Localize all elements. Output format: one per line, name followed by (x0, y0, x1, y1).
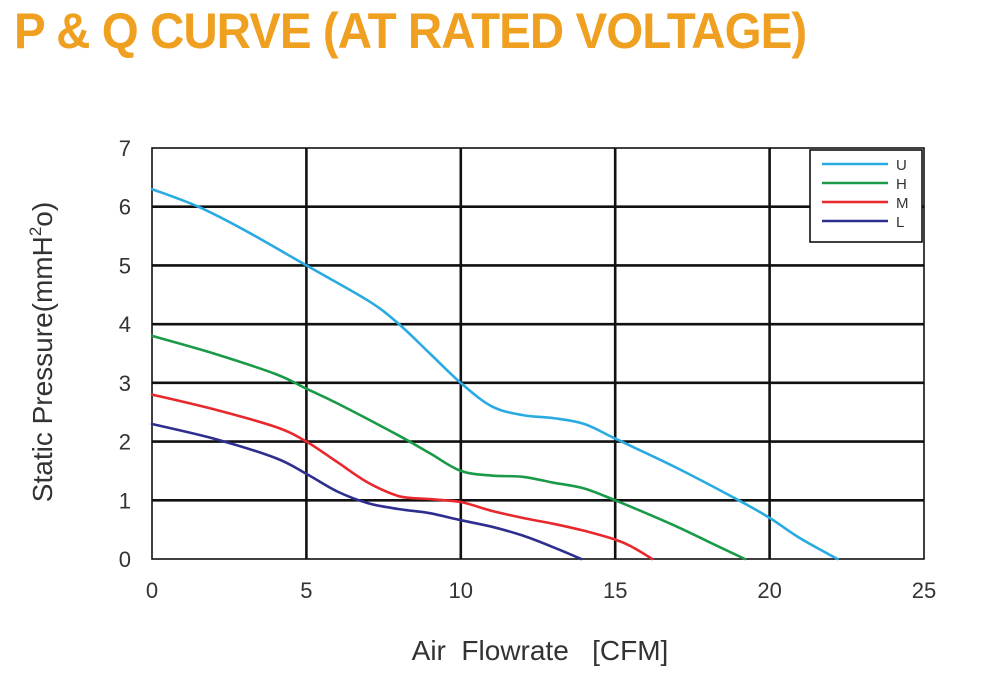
y-axis-label-tail: o) (27, 202, 58, 227)
x-tick-label: 0 (146, 578, 158, 603)
y-tick-label: 4 (119, 312, 131, 337)
y-axis-label-sup: 2 (26, 227, 45, 236)
page-title: P & Q CURVE (AT RATED VOLTAGE) (14, 3, 807, 59)
x-axis-label: Air Flowrate [CFM] (412, 635, 669, 666)
tick-labels: 0 5 10 15 20 25 0 1 2 3 4 5 6 7 (119, 136, 936, 603)
x-tick-label: 25 (912, 578, 936, 603)
y-tick-label: 1 (119, 488, 131, 513)
y-axis-label-main: Static Pressure(mmH (27, 236, 58, 502)
y-tick-label: 5 (119, 253, 131, 278)
series-line-u (150, 187, 839, 561)
grid (151, 147, 925, 560)
y-tick-label: 3 (119, 371, 131, 396)
y-tick-label: 6 (119, 195, 131, 220)
series-lines (150, 187, 839, 561)
legend-label-u: U (896, 157, 907, 174)
y-tick-label: 2 (119, 430, 131, 455)
series-line-h (150, 334, 747, 561)
legend-label-m: M (896, 195, 909, 212)
x-tick-label: 5 (300, 578, 312, 603)
legend-label-h: H (896, 176, 907, 193)
series-line-m (150, 393, 654, 561)
y-tick-label: 7 (119, 136, 131, 161)
x-tick-label: 15 (603, 578, 627, 603)
series-line-l (150, 422, 583, 561)
x-tick-label: 10 (449, 578, 473, 603)
legend-label-l: L (896, 214, 904, 231)
x-tick-label: 20 (757, 578, 781, 603)
plot-frame (151, 147, 925, 560)
y-tick-label: 0 (119, 547, 131, 572)
legend-box (809, 149, 923, 243)
y-axis-label: Static Pressure(mmH2o) (26, 202, 58, 502)
